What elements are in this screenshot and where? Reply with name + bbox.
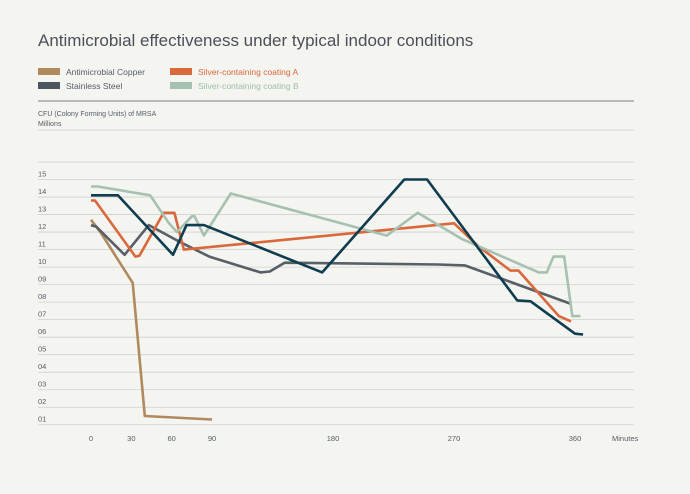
chart-title: Antimicrobial effectiveness under typica… xyxy=(38,31,473,50)
legend-label-copper: Antimicrobial Copper xyxy=(66,67,145,77)
gridlines xyxy=(38,161,634,426)
series-line-silver-containing-coating-b xyxy=(91,185,581,318)
series-line-stainless-steel xyxy=(90,223,572,306)
x-tick-label-270: 270 xyxy=(448,434,461,443)
y-tick-label-13: 13 xyxy=(38,205,46,214)
y-tick-label-11: 11 xyxy=(38,240,46,249)
legend-label-steel: Stainless Steel xyxy=(66,81,122,91)
x-tick-label-0: 0 xyxy=(89,434,93,443)
legend-swatch-coating-a xyxy=(170,68,192,75)
y-tick-label-02: 02 xyxy=(38,397,46,406)
x-tick-label-30: 30 xyxy=(127,434,135,443)
y-tick-label-08: 08 xyxy=(38,292,46,301)
y-tick-label-12: 12 xyxy=(38,222,46,231)
legend-label-coating-a: Silver-containing coating A xyxy=(198,67,299,77)
y-axis-label: CFU (Colony Forming Units) of MRSA xyxy=(38,111,157,118)
legend: Antimicrobial Copper Stainless Steel Sil… xyxy=(38,67,299,91)
series-lines xyxy=(89,178,584,421)
y-tick-label-10: 10 xyxy=(38,257,46,266)
x-axis-label: Minutes xyxy=(612,434,639,443)
x-tick-labels: 0 30 60 90 180 270 360 xyxy=(89,434,581,443)
x-tick-label-360: 360 xyxy=(569,434,582,443)
legend-swatch-coating-b xyxy=(170,82,192,89)
x-tick-label-60: 60 xyxy=(167,434,175,443)
y-tick-label-04: 04 xyxy=(38,362,46,371)
legend-swatch-steel xyxy=(38,82,60,89)
x-tick-label-180: 180 xyxy=(327,434,340,443)
y-tick-labels: 01 02 03 04 05 06 07 08 09 10 11 12 13 14 15 xyxy=(38,170,46,424)
y-tick-label-06: 06 xyxy=(38,327,46,336)
y-axis-unit: Millions xyxy=(38,121,62,128)
y-tick-label-07: 07 xyxy=(38,310,46,319)
y-tick-label-05: 05 xyxy=(38,345,46,354)
y-tick-label-03: 03 xyxy=(38,380,46,389)
y-tick-label-14: 14 xyxy=(38,187,46,196)
series-line-silver-containing-coating-a xyxy=(91,199,572,323)
y-tick-label-15: 15 xyxy=(38,170,46,179)
y-tick-label-09: 09 xyxy=(38,275,46,284)
legend-label-coating-b: Silver-containing coating B xyxy=(198,81,299,91)
legend-swatch-copper xyxy=(38,68,60,75)
series-line-antimicrobial-copper-dark xyxy=(91,178,584,336)
y-tick-label-01: 01 xyxy=(38,415,46,424)
x-tick-label-90: 90 xyxy=(208,434,216,443)
